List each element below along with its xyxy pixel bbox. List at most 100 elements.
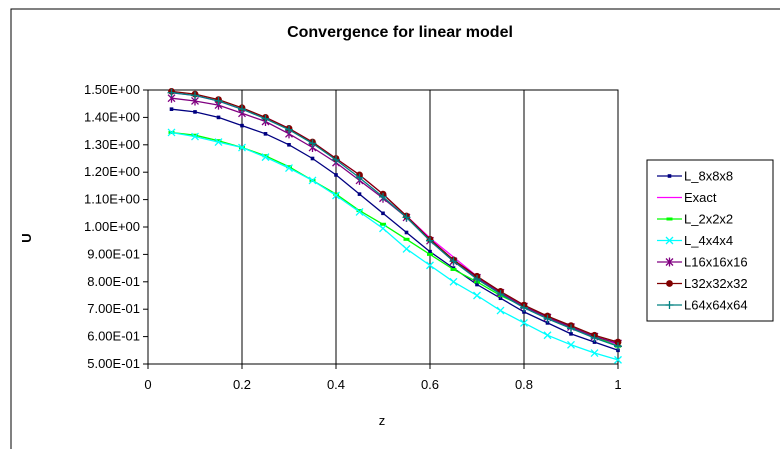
legend-marker	[666, 280, 673, 287]
data-point	[543, 331, 552, 340]
x-tick-label: 0	[144, 377, 151, 392]
plot-area	[147, 89, 619, 365]
data-point	[402, 213, 411, 222]
series-layer	[167, 87, 622, 364]
legend-label: Exact	[684, 190, 717, 205]
legend-marker	[665, 301, 674, 309]
legend-label: L_4x4x4	[684, 233, 733, 248]
legend-label: L64x64x64	[684, 298, 748, 313]
y-tick-label: 1.50E+00	[84, 82, 140, 97]
data-point	[167, 88, 176, 97]
x-axis-label: z	[379, 413, 386, 428]
y-tick-label: 9.00E-01	[87, 246, 140, 261]
data-point	[402, 244, 411, 253]
legend-marker	[667, 174, 672, 178]
chart-title: Convergence for linear model	[287, 24, 513, 41]
data-point	[169, 107, 174, 111]
x-tick-label: 0.8	[515, 377, 533, 392]
data-point	[332, 191, 340, 200]
data-point	[473, 275, 481, 284]
data-point	[285, 125, 293, 134]
data-point	[214, 96, 223, 105]
data-point	[567, 340, 575, 349]
data-point	[355, 207, 364, 216]
legend-label: L_2x2x2	[684, 212, 733, 227]
data-point	[310, 156, 315, 161]
data-point	[191, 132, 199, 141]
data-point	[404, 230, 409, 235]
legend-item: L_4x4x4	[657, 233, 733, 248]
legend-item: L_2x2x2	[657, 212, 733, 227]
data-point	[590, 349, 599, 357]
data-point	[355, 173, 364, 182]
y-tick-label: 1.20E+00	[84, 164, 140, 179]
data-point	[191, 91, 199, 100]
data-point	[473, 291, 481, 300]
legend-marker	[665, 236, 674, 245]
data-point	[308, 139, 317, 148]
data-point	[614, 342, 622, 351]
data-point	[332, 155, 340, 164]
series-line	[171, 131, 619, 361]
data-point	[285, 164, 293, 173]
y-tick-label: 6.00E-01	[87, 329, 140, 344]
data-point	[379, 192, 387, 201]
data-point	[543, 314, 552, 323]
data-point	[261, 114, 270, 123]
data-point	[428, 249, 432, 254]
legend-item: L_8x8x8	[657, 169, 733, 184]
data-point	[545, 321, 550, 325]
x-tick-label: 0.2	[233, 377, 251, 392]
data-point	[567, 324, 575, 333]
data-point	[616, 348, 620, 353]
y-tick-label: 7.00E-01	[87, 301, 140, 316]
legend-label: L32x32x32	[684, 276, 748, 291]
data-point	[238, 143, 246, 152]
data-point	[614, 338, 622, 346]
y-tick-label: 1.40E+00	[84, 109, 140, 124]
data-point	[449, 277, 458, 286]
data-point	[475, 282, 479, 287]
data-point	[238, 105, 246, 114]
y-tick-label: 5.00E-01	[87, 356, 140, 371]
series-L64x64x64	[167, 88, 622, 351]
data-point	[381, 211, 385, 216]
data-point	[287, 143, 291, 147]
legend-label: L_8x8x8	[684, 169, 733, 184]
data-point	[496, 306, 505, 315]
y-tick-label: 8.00E-01	[87, 274, 140, 289]
gridlines	[241, 90, 525, 364]
data-point	[426, 236, 434, 245]
data-point	[592, 340, 597, 344]
data-point	[614, 355, 622, 364]
x-tick-label: 0.4	[327, 377, 345, 392]
legend-item: L32x32x32	[657, 276, 748, 291]
legend-marker	[665, 257, 674, 267]
x-tick-label: 0.6	[421, 377, 439, 392]
data-point	[334, 173, 338, 177]
data-point	[496, 290, 505, 299]
y-tick-label: 1.10E+00	[84, 192, 140, 207]
legend: L_8x8x8 Exact L_2x2x2 L_4x4x4 L16x16x16 L32x3…	[657, 169, 748, 313]
data-point	[520, 318, 528, 327]
data-point	[261, 153, 270, 162]
x-axis-ticks: 0 0.2 0.4 0.6 0.8 1	[144, 364, 622, 392]
data-point	[263, 132, 268, 136]
data-point	[357, 192, 362, 196]
legend-label: L16x16x16	[684, 255, 748, 270]
data-point	[426, 261, 434, 270]
y-tick-label: 1.00E+00	[84, 219, 140, 234]
legend-item: L16x16x16	[657, 255, 748, 270]
data-point	[379, 224, 387, 233]
x-tick-label: 1	[614, 377, 621, 392]
data-point	[193, 110, 197, 114]
data-point	[308, 176, 317, 185]
data-point	[520, 303, 528, 312]
series-line	[171, 92, 619, 347]
legend-item: L64x64x64	[657, 298, 748, 313]
data-point	[498, 296, 503, 301]
series-L_4x4x4	[167, 128, 622, 364]
data-point	[216, 115, 221, 120]
